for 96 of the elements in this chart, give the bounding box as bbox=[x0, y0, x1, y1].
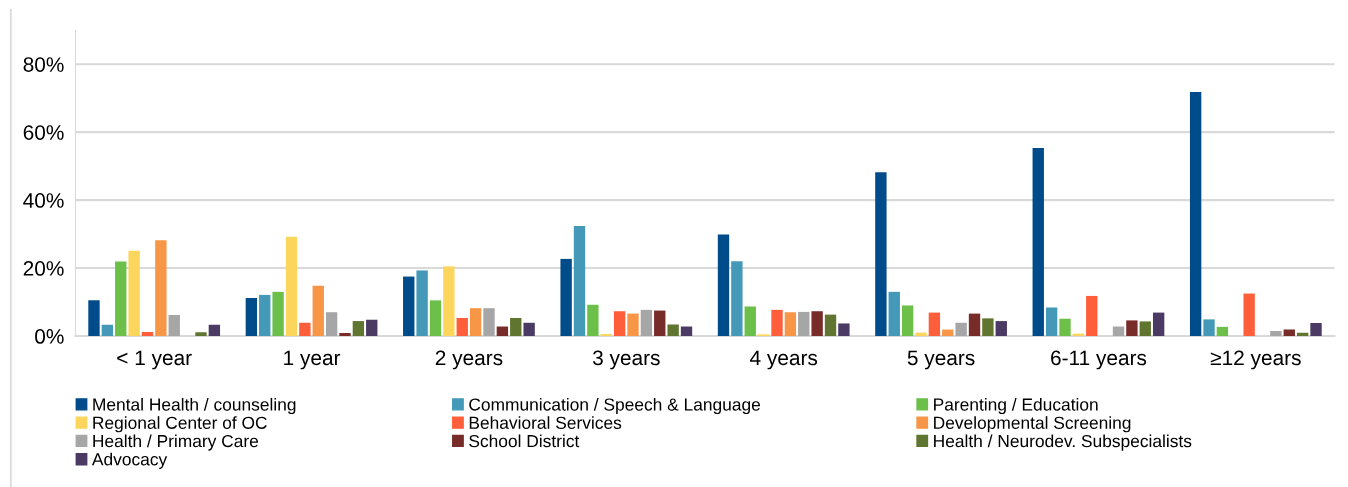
y-tick-label: 60% bbox=[23, 125, 64, 140]
bar bbox=[352, 321, 365, 337]
bar bbox=[744, 306, 756, 337]
bar bbox=[1270, 330, 1282, 337]
bar bbox=[416, 270, 428, 337]
bar bbox=[443, 266, 455, 337]
bar bbox=[560, 258, 572, 337]
bar bbox=[1086, 295, 1098, 337]
y-tick-label: 20% bbox=[23, 261, 64, 276]
bar bbox=[285, 236, 298, 337]
y-tick-label: 0% bbox=[35, 329, 64, 344]
x-tick-label: 4 years bbox=[750, 350, 818, 370]
bar bbox=[1139, 321, 1151, 337]
bar bbox=[838, 323, 850, 337]
x-tick-label: 2 years bbox=[435, 350, 503, 370]
bar bbox=[272, 291, 284, 337]
bar bbox=[1045, 307, 1058, 337]
bar bbox=[366, 319, 378, 337]
bar bbox=[1152, 312, 1165, 337]
y-tick-label: 40% bbox=[23, 193, 64, 208]
bar bbox=[600, 333, 612, 337]
bar bbox=[312, 285, 324, 337]
bar bbox=[115, 261, 127, 337]
bar bbox=[101, 324, 114, 337]
bar bbox=[771, 309, 783, 337]
bar bbox=[403, 276, 415, 337]
legend-label: Behavioral Services bbox=[469, 416, 622, 429]
bar bbox=[1126, 320, 1138, 337]
x-tick-label: ≥12 years bbox=[1210, 350, 1301, 370]
legend-label: Parenting / Education bbox=[934, 397, 1098, 415]
bar bbox=[325, 312, 338, 337]
bar bbox=[429, 300, 442, 337]
bar bbox=[587, 304, 599, 337]
bar bbox=[1203, 319, 1215, 337]
bar bbox=[1243, 293, 1255, 337]
x-tick-label: 6-11 years bbox=[1051, 350, 1147, 370]
bar bbox=[88, 300, 100, 337]
bar bbox=[875, 172, 887, 337]
bar bbox=[901, 305, 914, 337]
legend-label: Mental Health / counseling bbox=[93, 397, 296, 415]
bar bbox=[1189, 92, 1202, 337]
bar bbox=[141, 331, 154, 337]
x-tick-label: 3 years bbox=[592, 350, 660, 370]
bar bbox=[168, 314, 180, 337]
legend-label: Regional Center of OC bbox=[93, 416, 267, 433]
bar bbox=[573, 225, 586, 337]
bar bbox=[1032, 148, 1044, 337]
bar bbox=[915, 332, 927, 337]
bar bbox=[299, 322, 311, 337]
y-tick-label: 80% bbox=[23, 57, 64, 72]
bar bbox=[982, 318, 994, 337]
bar bbox=[928, 312, 941, 337]
bar bbox=[208, 324, 221, 337]
bar bbox=[523, 322, 535, 337]
bar bbox=[955, 322, 967, 337]
bar bbox=[496, 326, 509, 337]
bar bbox=[640, 309, 653, 337]
bar bbox=[942, 329, 954, 337]
bar bbox=[717, 234, 730, 337]
bar bbox=[1059, 318, 1071, 337]
bar bbox=[259, 294, 271, 337]
bar bbox=[1283, 329, 1295, 337]
legend-label: Advocacy bbox=[91, 452, 168, 469]
bar bbox=[627, 313, 639, 337]
legend-label: Developmental Screening bbox=[934, 416, 1131, 433]
legend-label: School District bbox=[469, 434, 580, 448]
x-tick-label: < 1 year bbox=[117, 350, 192, 370]
bar bbox=[888, 291, 900, 337]
bar bbox=[654, 310, 666, 337]
bar bbox=[245, 297, 258, 337]
bar bbox=[155, 240, 167, 337]
bar bbox=[680, 326, 693, 337]
bar bbox=[667, 324, 679, 337]
bar bbox=[731, 261, 743, 337]
legend-label: Health / Neurodev. Subspecialists bbox=[934, 434, 1192, 451]
bar bbox=[128, 250, 140, 337]
bar bbox=[1112, 326, 1125, 337]
x-tick-label: 5 years bbox=[907, 350, 975, 370]
legend-label: Health / Primary Care bbox=[93, 434, 259, 451]
bar bbox=[510, 318, 522, 337]
bar bbox=[1216, 326, 1229, 337]
bar bbox=[195, 332, 207, 337]
bar bbox=[798, 311, 810, 337]
bar bbox=[1310, 323, 1322, 337]
bar bbox=[968, 313, 981, 337]
x-tick-label: 1 year bbox=[284, 350, 341, 370]
bar bbox=[784, 312, 797, 337]
bar bbox=[811, 311, 823, 337]
bar bbox=[483, 308, 495, 337]
bar bbox=[339, 332, 351, 337]
bar bbox=[456, 318, 468, 337]
legend-label: Communication / Speech & Language bbox=[469, 397, 761, 415]
bar bbox=[469, 308, 482, 337]
bar bbox=[995, 321, 1007, 337]
bar bbox=[824, 314, 837, 337]
bar bbox=[613, 311, 626, 337]
